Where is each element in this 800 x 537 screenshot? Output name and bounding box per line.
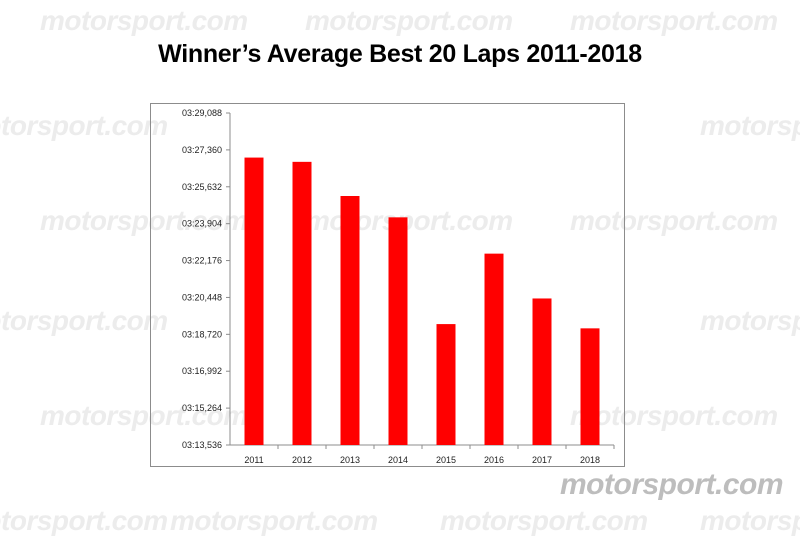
x-tick-label: 2014 [388,455,408,465]
y-tick-label: 03:18,720 [182,329,222,339]
y-tick-label: 03:29,088 [182,108,222,118]
bar-2012 [292,161,312,445]
watermark-text: motorsport.com [440,505,648,536]
bar-2015 [436,324,456,445]
y-tick-label: 03:15,264 [182,403,222,413]
watermark-text: motorsport.com [0,110,168,141]
watermark-text: motorsport.com [40,205,248,236]
watermark-text: motorsport.com [305,205,513,236]
bar-2018 [580,328,600,445]
bar-2013 [340,196,360,445]
y-tick-label: 03:22,176 [182,256,222,266]
bar-2011 [244,157,264,445]
y-tick-label: 03:25,632 [182,182,222,192]
motorsport-logo: motorsport.com [560,468,784,501]
watermark-text: motorsport.com [170,505,378,536]
x-tick-label: 2018 [580,455,600,465]
watermark-text: motorsport.com [700,110,800,141]
watermark-text: motorsport.com [700,305,800,336]
bar-2014 [388,217,408,445]
x-tick-label: 2011 [244,455,263,465]
watermark-text: motorsport.com [700,505,800,536]
watermark-text: motorsport.com [570,5,778,36]
bar-2017 [532,298,552,445]
chart-frame [150,103,625,467]
x-tick-label: 2017 [532,455,552,465]
watermark-text: motorsport.com [570,400,778,431]
watermark-text: motorsport.com [40,5,248,36]
watermark-text: motorsport.com [305,5,513,36]
y-tick-label: 03:16,992 [182,366,222,376]
x-tick-label: 2016 [484,455,504,465]
x-tick-label: 2015 [436,455,456,465]
watermark-text: motorsport.com [570,205,778,236]
watermark-text: motorsport.com [40,400,248,431]
x-tick-label: 2012 [292,455,312,465]
chart-title: Winner’s Average Best 20 Laps 2011-2018 [158,40,642,68]
watermark-text: motorsport.com [0,505,168,536]
bar-chart: 03:13,536 03:15,264 03:16,992 03:18,720 03:2… [182,108,615,465]
y-tick-label: 03:23,904 [182,219,222,229]
bar-2016 [484,253,504,445]
x-tick-label: 2013 [340,455,360,465]
y-tick-label: 03:13,536 [182,440,222,450]
y-tick-label: 03:20,448 [182,292,222,302]
y-tick-label: 03:27,360 [182,145,222,155]
watermark-text: motorsport.com [0,305,168,336]
